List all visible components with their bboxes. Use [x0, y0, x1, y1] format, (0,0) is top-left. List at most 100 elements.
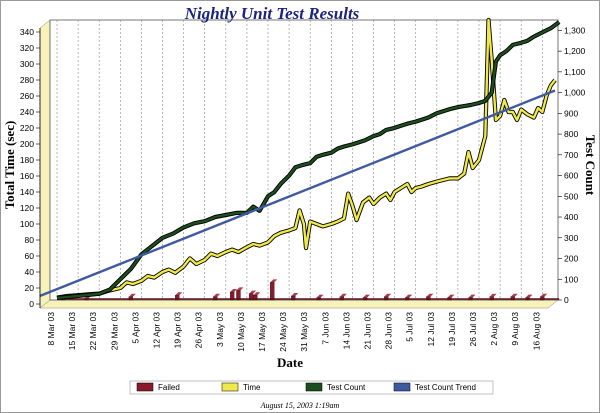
failed-bar-top — [426, 293, 434, 297]
x-tick-label: 9 Aug 03 — [510, 312, 520, 346]
failed-bar-top — [489, 293, 497, 297]
left-tick-label: 340 — [20, 27, 34, 37]
x-tick-label: 12 Apr 03 — [152, 312, 162, 349]
left-tick-label: 260 — [20, 91, 34, 101]
left-tick-label: 80 — [25, 235, 35, 245]
failed-bar-top — [253, 292, 261, 296]
legend-swatch-time — [221, 382, 239, 392]
failed-bar — [253, 295, 258, 301]
x-tick-label: 19 Apr 03 — [173, 312, 183, 349]
y-axis-left-label: Total Time (sec) — [2, 121, 17, 210]
right-tick-label: 900 — [564, 108, 578, 118]
x-tick-label: 14 Jun 03 — [341, 312, 351, 350]
x-tick-label: 5 Jul 03 — [405, 312, 415, 342]
failed-bar-top — [468, 294, 476, 298]
right-tick-label: 200 — [564, 254, 578, 264]
right-tick-label: 1,000 — [564, 88, 586, 98]
x-tick-label: 19 Jul 03 — [447, 312, 457, 347]
failed-bar-top — [339, 293, 347, 297]
x-tick-label: 29 Mar 03 — [109, 312, 119, 351]
x-tick-label: 24 May 03 — [278, 312, 288, 352]
legend-label-trend: Test Count Trend — [415, 383, 476, 392]
x-tick-label: 31 May 03 — [299, 312, 309, 352]
legend-swatch-test-count — [305, 382, 323, 392]
left-tick-label: 240 — [20, 107, 34, 117]
failed-bar-top — [405, 294, 413, 298]
left-tick-label: 200 — [20, 139, 34, 149]
right-tick-label: 400 — [564, 212, 578, 222]
right-tick-label: 0 — [564, 295, 569, 305]
failed-bar-top — [525, 294, 533, 298]
failed-bar-top — [230, 289, 238, 292]
right-tick-label: 700 — [564, 150, 578, 160]
x-tick-label: 26 Jul 03 — [468, 312, 478, 347]
left-axis-ticks: 0 20 40 60 80 100 120 140 160 180 200 220 240 260 280 3… — [20, 27, 41, 309]
failed-bar-top — [249, 290, 257, 294]
x-tick-label: 12 Jul 03 — [426, 312, 436, 347]
left-tick-label: 160 — [20, 171, 34, 181]
left-tick-label: 0 — [29, 299, 34, 309]
left-tick-label: 320 — [20, 43, 34, 53]
failed-bars — [57, 279, 560, 301]
left-tick-label: 300 — [20, 59, 34, 69]
series-lines — [39, 17, 561, 300]
left-tick-label: 60 — [25, 251, 35, 261]
chart-title: Nightly Unit Test Results — [184, 4, 360, 23]
right-tick-label: 800 — [564, 129, 578, 139]
failed-bar-top — [128, 293, 136, 297]
x-axis-ticks: 8 Mar 03 15 Mar 03 22 Mar 03 29 Mar 03 5 Apr… — [46, 312, 541, 352]
left-tick-label: 40 — [25, 267, 35, 277]
right-tick-label: 600 — [564, 171, 578, 181]
x-tick-label: 10 May 03 — [236, 312, 246, 352]
failed-bar-top — [384, 293, 392, 297]
x-tick-label: 3 May 03 — [215, 312, 225, 347]
failed-bar-top — [363, 294, 371, 298]
left-tick-label: 100 — [20, 219, 34, 229]
x-tick-label: 15 Mar 03 — [67, 312, 77, 351]
right-tick-label: 1,300 — [564, 25, 586, 35]
legend: Failed Time Test Count Test Count Trend — [129, 380, 494, 395]
failed-bar — [236, 290, 241, 301]
left-tick-label: 220 — [20, 123, 34, 133]
x-tick-label: 17 May 03 — [257, 312, 267, 352]
failed-bar — [229, 291, 235, 301]
x-tick-label: 2 Aug 03 — [489, 312, 499, 346]
left-tick-label: 180 — [20, 155, 34, 165]
right-axis-ticks: 0 100 200 300 400 500 600 700 800 900 1,000 1,100 1,… — [558, 25, 586, 305]
right-tick-label: 1,100 — [564, 67, 586, 77]
x-tick-label: 8 Mar 03 — [46, 312, 56, 346]
series-line — [56, 21, 560, 300]
failed-bar-top — [540, 293, 548, 297]
floor — [39, 299, 559, 309]
x-tick-label: 16 Aug 03 — [531, 312, 541, 351]
failed-bar-top — [316, 294, 324, 298]
x-tick-label: 28 Jun 03 — [384, 312, 394, 350]
x-tick-label: 7 Jun 03 — [320, 312, 330, 345]
footer-timestamp: August 15, 2003 1:19am — [260, 401, 340, 410]
x-tick-label: 22 Mar 03 — [88, 312, 98, 351]
x-tick-label: 5 Apr 03 — [130, 312, 140, 344]
failed-bar — [248, 293, 254, 301]
left-tick-label: 140 — [20, 187, 34, 197]
right-tick-label: 500 — [564, 191, 578, 201]
failed-bar-top — [510, 293, 518, 297]
left-tick-label: 20 — [25, 283, 35, 293]
right-tick-label: 300 — [564, 233, 578, 243]
failed-bar-top — [291, 293, 299, 296]
plot-area — [49, 19, 559, 301]
failed-bar — [270, 282, 275, 301]
failed-bar-top — [213, 293, 221, 297]
x-axis-label: Date — [277, 355, 303, 370]
right-tick-label: 100 — [564, 274, 578, 284]
y-axis-right-label: Test Count — [583, 135, 598, 196]
legend-swatch-trend — [393, 382, 411, 392]
failed-bar-top — [175, 292, 183, 296]
legend-label-time: Time — [243, 383, 261, 392]
failed-bar-top — [447, 294, 455, 298]
failed-bar — [175, 295, 180, 301]
failed-bar-top — [270, 279, 278, 283]
failed-bar — [291, 295, 296, 301]
left-tick-label: 120 — [20, 203, 34, 213]
